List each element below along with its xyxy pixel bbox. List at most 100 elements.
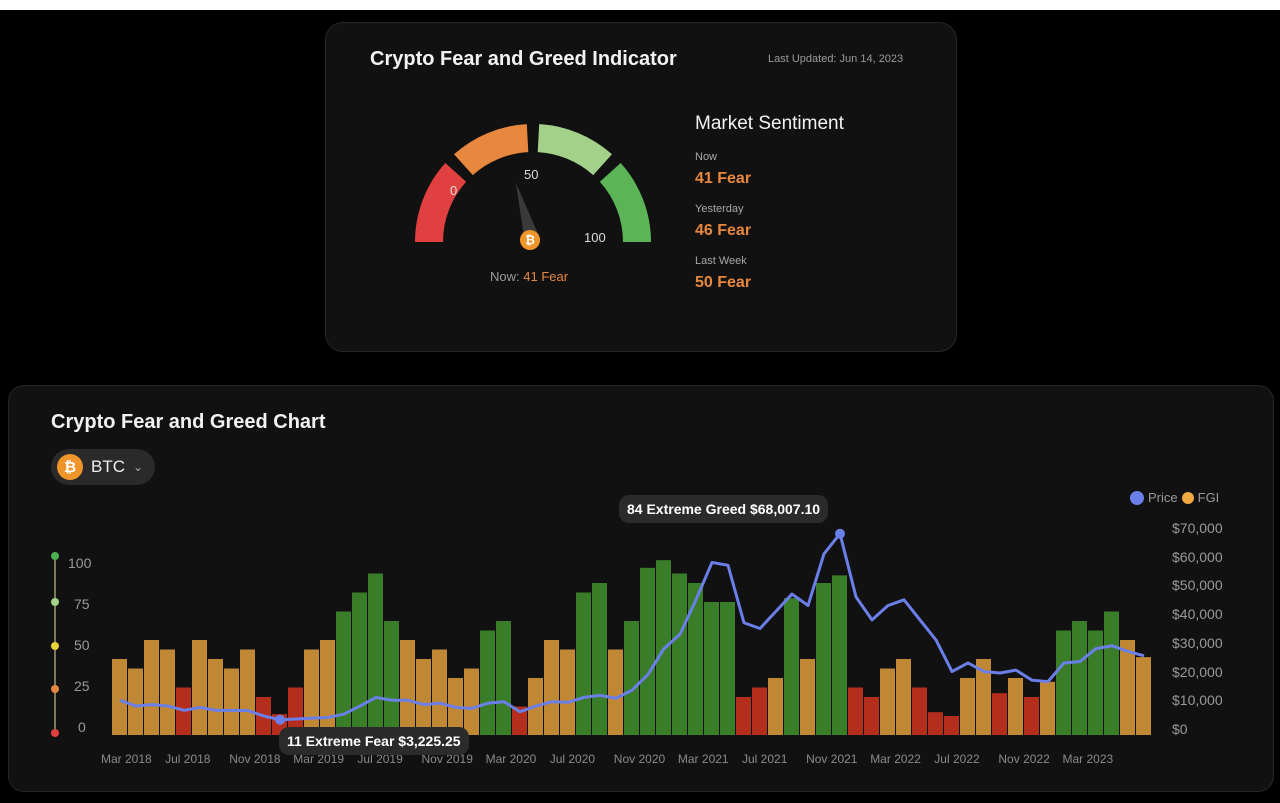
fgi-bar (608, 649, 623, 735)
fgi-bar (368, 573, 383, 735)
x-axis-label: Mar 2020 (485, 752, 537, 766)
fgi-bar (1008, 678, 1023, 735)
fgi-bar (672, 573, 687, 735)
fgi-bar (352, 592, 367, 735)
fgi-bar (384, 621, 399, 735)
tooltip-high: 84 Extreme Greed $68,007.10 (619, 495, 829, 523)
fgi-bar (1104, 611, 1119, 735)
x-axis-label: Mar 2018 (101, 752, 152, 766)
fgi-bar (400, 640, 415, 735)
fgi-bar (208, 659, 223, 735)
fgi-bar (160, 649, 175, 735)
sentiment-yesterday-value: 46 Fear (695, 222, 752, 239)
fgi-bar (480, 630, 495, 735)
x-axis-label: Mar 2021 (677, 752, 729, 766)
indicator-title: Crypto Fear and Greed Indicator (370, 48, 677, 70)
fgi-bar (464, 668, 479, 735)
fgi-bar (944, 716, 959, 735)
x-axis-label: Nov 2021 (806, 752, 858, 766)
fgi-bar (960, 678, 975, 735)
gauge-label-mid: 50 (524, 167, 539, 182)
fgi-bar (912, 687, 927, 735)
fgi-bar (512, 706, 527, 735)
top-strip (0, 0, 1280, 10)
x-axis-label: Jul 2019 (357, 752, 403, 766)
fgi-axis-label: 0 (78, 719, 86, 735)
fgi-bar (432, 649, 447, 735)
fgi-bar (720, 602, 735, 735)
x-axis-label: Jul 2021 (742, 752, 788, 766)
fgi-axis-label: 75 (74, 596, 90, 612)
fgi-bar (320, 640, 335, 735)
fgi-bar (496, 621, 511, 735)
legend-fgi-dot (1181, 491, 1194, 504)
fgi-bar (1056, 630, 1071, 735)
sentiment-now-value: 41 Fear (695, 170, 752, 187)
chevron-down-icon: ⌄ (133, 460, 144, 474)
fgi-bar (1072, 621, 1087, 735)
fgi-bar (544, 640, 559, 735)
price-axis-label: $40,000 (1172, 606, 1223, 623)
fgi-bar (288, 687, 303, 735)
fgi-bar (1120, 640, 1135, 735)
fgi-bar (560, 649, 575, 735)
price-axis-label: $20,000 (1172, 663, 1223, 680)
gauge-label-max: 100 (584, 230, 606, 245)
x-axis-label: Mar 2019 (293, 752, 344, 766)
x-axis-label: Nov 2022 (998, 752, 1050, 766)
fgi-bar (336, 611, 351, 735)
gauge-segment-1 (454, 124, 529, 176)
price-axis-label: $0 (1172, 720, 1188, 737)
sentiment-lastweek-value: 50 Fear (695, 274, 752, 291)
fgi-bar (752, 687, 767, 735)
gauge-now: Now: 41 Fear (490, 269, 568, 284)
price-axis-label: $10,000 (1172, 692, 1223, 709)
price-axis-label: $60,000 (1172, 548, 1223, 565)
sentiment-now-label: Now (695, 151, 718, 163)
gauge-segment-0 (415, 163, 467, 242)
x-axis-label: Jul 2018 (165, 752, 211, 766)
gauge-label-min: 0 (450, 183, 458, 198)
fgi-bar (224, 668, 239, 735)
fgi-bar (128, 668, 143, 735)
fear-greed-indicator-card: Crypto Fear and Greed Indicator Last Upd… (325, 22, 957, 352)
fgi-bar (800, 659, 815, 735)
price-high-marker[interactable] (835, 528, 845, 539)
price-low-marker[interactable] (275, 714, 285, 725)
gauge-segment-3 (599, 163, 651, 242)
fgi-axis-dot (51, 598, 59, 606)
fgi-bar (976, 659, 991, 735)
market-sentiment-title: Market Sentiment (695, 113, 844, 134)
sentiment-lastweek-label: Last Week (695, 255, 747, 267)
price-axis-label: $50,000 (1172, 577, 1223, 594)
fgi-bar (992, 693, 1007, 735)
fgi-bar (1088, 630, 1103, 735)
sentiment-yesterday-label: Yesterday (695, 203, 744, 215)
coin-selector[interactable]: ₿ BTC ⌄ (51, 449, 155, 485)
fgi-bar (112, 659, 127, 735)
legend-price-label[interactable]: Price (1148, 490, 1178, 505)
x-axis-label: Mar 2023 (1062, 752, 1114, 766)
fgi-bar (240, 649, 255, 735)
fgi-bar (832, 575, 847, 735)
bitcoin-icon: ₿ (520, 230, 540, 250)
fgi-bar (928, 712, 943, 735)
fgi-bar (1040, 681, 1055, 735)
fgi-bar (304, 649, 319, 735)
x-axis-label: Jul 2022 (934, 752, 980, 766)
gauge-now-prefix: Now: (490, 269, 520, 284)
price-line (119, 532, 1145, 722)
fgi-axis-dot (51, 685, 59, 693)
fgi-bar (768, 678, 783, 735)
legend-fgi-label[interactable]: FGI (1197, 490, 1220, 505)
fgi-bar (144, 640, 159, 735)
fgi-bar (416, 659, 431, 735)
fgi-bar (1024, 697, 1039, 735)
fgi-bar (896, 659, 911, 735)
fgi-bar (592, 583, 607, 735)
fgi-bar (848, 687, 863, 735)
fgi-bar (688, 583, 703, 735)
fgi-axis-label: 100 (68, 555, 92, 571)
last-updated: Last Updated: Jun 14, 2023 (768, 53, 904, 65)
fgi-axis-label: 50 (74, 637, 90, 653)
